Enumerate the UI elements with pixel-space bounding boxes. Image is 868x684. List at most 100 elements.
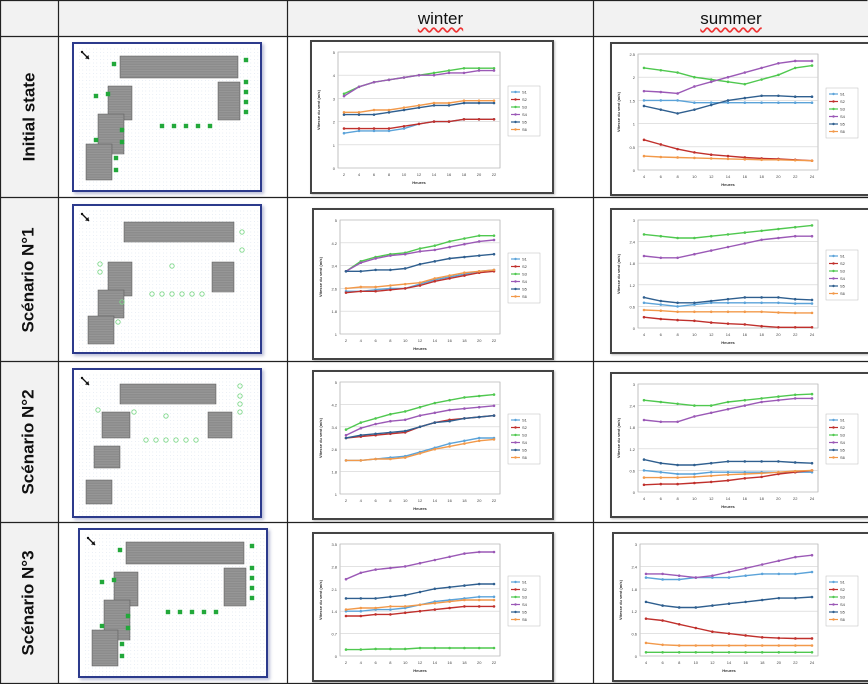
legend-label: S4 bbox=[522, 112, 528, 117]
x-tick-label: 4 bbox=[645, 660, 648, 665]
tree bbox=[97, 269, 103, 275]
data-point bbox=[726, 301, 730, 305]
data-point bbox=[693, 156, 696, 160]
data-point bbox=[760, 94, 763, 98]
tree bbox=[125, 625, 131, 631]
data-point bbox=[777, 596, 781, 600]
data-point bbox=[433, 646, 437, 650]
data-point bbox=[676, 99, 679, 102]
x-tick-label: 20 bbox=[477, 338, 482, 343]
data-point bbox=[477, 394, 481, 398]
x-tick-label: 12 bbox=[710, 660, 715, 665]
tree bbox=[249, 543, 255, 549]
data-point bbox=[433, 411, 437, 415]
data-point bbox=[777, 296, 780, 299]
data-point bbox=[810, 397, 814, 400]
tree bbox=[99, 623, 105, 629]
data-point bbox=[793, 101, 797, 105]
building-floors bbox=[87, 145, 111, 179]
data-point bbox=[676, 256, 679, 260]
data-point bbox=[463, 274, 466, 277]
x-tick-label: 6 bbox=[660, 174, 663, 179]
legend-marker bbox=[832, 580, 835, 584]
column-header-summer: summer bbox=[594, 4, 868, 34]
data-point bbox=[359, 609, 363, 613]
building-floors bbox=[209, 413, 231, 437]
x-tick-label: 22 bbox=[492, 498, 497, 503]
data-point bbox=[374, 417, 377, 420]
data-point bbox=[644, 641, 648, 645]
x-axis-label: Heures bbox=[413, 506, 427, 511]
legend-marker bbox=[832, 115, 835, 118]
y-tick-label: 2.1 bbox=[331, 587, 337, 592]
data-point bbox=[389, 605, 392, 608]
data-point bbox=[372, 80, 376, 84]
data-point bbox=[447, 104, 451, 107]
data-point bbox=[433, 277, 437, 280]
plot-area bbox=[339, 219, 501, 335]
chart-s2-summer: 0 0.6 1.2 1.8 2.4 3 4 6 8 10 12 14 16 18 20 22 24 Heures V… bbox=[610, 372, 868, 518]
legend-label: S6 bbox=[522, 294, 528, 299]
legend-label: S5 bbox=[840, 284, 846, 289]
tree bbox=[237, 393, 243, 399]
y-tick-label: 2.4 bbox=[629, 404, 635, 409]
data-point bbox=[693, 85, 696, 88]
y-tick-label: 2.6 bbox=[331, 286, 337, 291]
data-point bbox=[760, 563, 764, 566]
x-tick-label: 2 bbox=[345, 498, 348, 503]
y-tick-label: 0 bbox=[635, 654, 638, 659]
x-tick-label: 6 bbox=[374, 498, 377, 503]
data-point bbox=[342, 92, 346, 96]
data-point bbox=[463, 242, 466, 246]
data-point bbox=[463, 407, 466, 410]
data-point bbox=[387, 129, 391, 133]
data-point bbox=[777, 236, 780, 240]
data-point bbox=[676, 310, 679, 314]
data-point bbox=[342, 94, 346, 98]
data-point bbox=[760, 78, 763, 81]
chart-s1-summer: 0 0.6 1.2 1.8 2.4 3 4 6 8 10 12 14 16 18 20 22 24 Heures V… bbox=[610, 208, 868, 354]
data-point bbox=[676, 112, 679, 115]
chart-s3-winter: 0 0.7 1.4 2.1 2.8 3.5 2 4 6 8 10 12 14 16 18 20 22 Heures… bbox=[312, 532, 554, 682]
data-point bbox=[433, 260, 437, 263]
data-point bbox=[477, 254, 481, 257]
data-point bbox=[642, 66, 646, 70]
data-point bbox=[417, 73, 421, 77]
legend-label: S6 bbox=[840, 617, 846, 622]
x-tick-label: 6 bbox=[374, 660, 377, 665]
legend-marker bbox=[832, 254, 835, 258]
data-point bbox=[793, 461, 797, 464]
data-point bbox=[810, 298, 814, 302]
data-point bbox=[677, 578, 681, 581]
x-tick-label: 4 bbox=[358, 172, 361, 177]
plot-area bbox=[337, 51, 501, 169]
x-tick-label: 2 bbox=[343, 172, 346, 177]
y-tick-label: 0 bbox=[633, 326, 636, 331]
y-axis-label: Vitesse du vent (m/s) bbox=[316, 89, 321, 130]
y-tick-label: 0.6 bbox=[631, 632, 637, 637]
data-point bbox=[359, 606, 363, 610]
data-point bbox=[810, 64, 814, 67]
x-tick-label: 16 bbox=[743, 496, 748, 501]
data-point bbox=[743, 96, 747, 100]
wind-arrow-head bbox=[85, 55, 89, 59]
data-point bbox=[433, 558, 437, 562]
chart-initial-summer: 0 0.5 1 1.5 2 2.5 4 6 8 10 12 14 16 18 20 22 24 Heures Vit… bbox=[610, 42, 868, 196]
x-tick-label: 18 bbox=[759, 332, 764, 337]
data-point bbox=[463, 439, 466, 443]
data-point bbox=[793, 397, 797, 400]
data-point bbox=[492, 66, 496, 70]
tree bbox=[243, 57, 249, 63]
legend-marker bbox=[832, 441, 835, 444]
tree bbox=[201, 609, 207, 615]
data-point bbox=[711, 644, 714, 647]
legend-marker bbox=[832, 595, 835, 599]
building-floors bbox=[93, 631, 117, 665]
x-axis-label: Heures bbox=[721, 340, 735, 345]
data-point bbox=[492, 238, 496, 242]
data-point bbox=[492, 117, 496, 121]
data-point bbox=[676, 301, 679, 305]
data-point bbox=[726, 460, 730, 463]
legend-marker bbox=[832, 100, 835, 103]
data-point bbox=[777, 311, 780, 314]
